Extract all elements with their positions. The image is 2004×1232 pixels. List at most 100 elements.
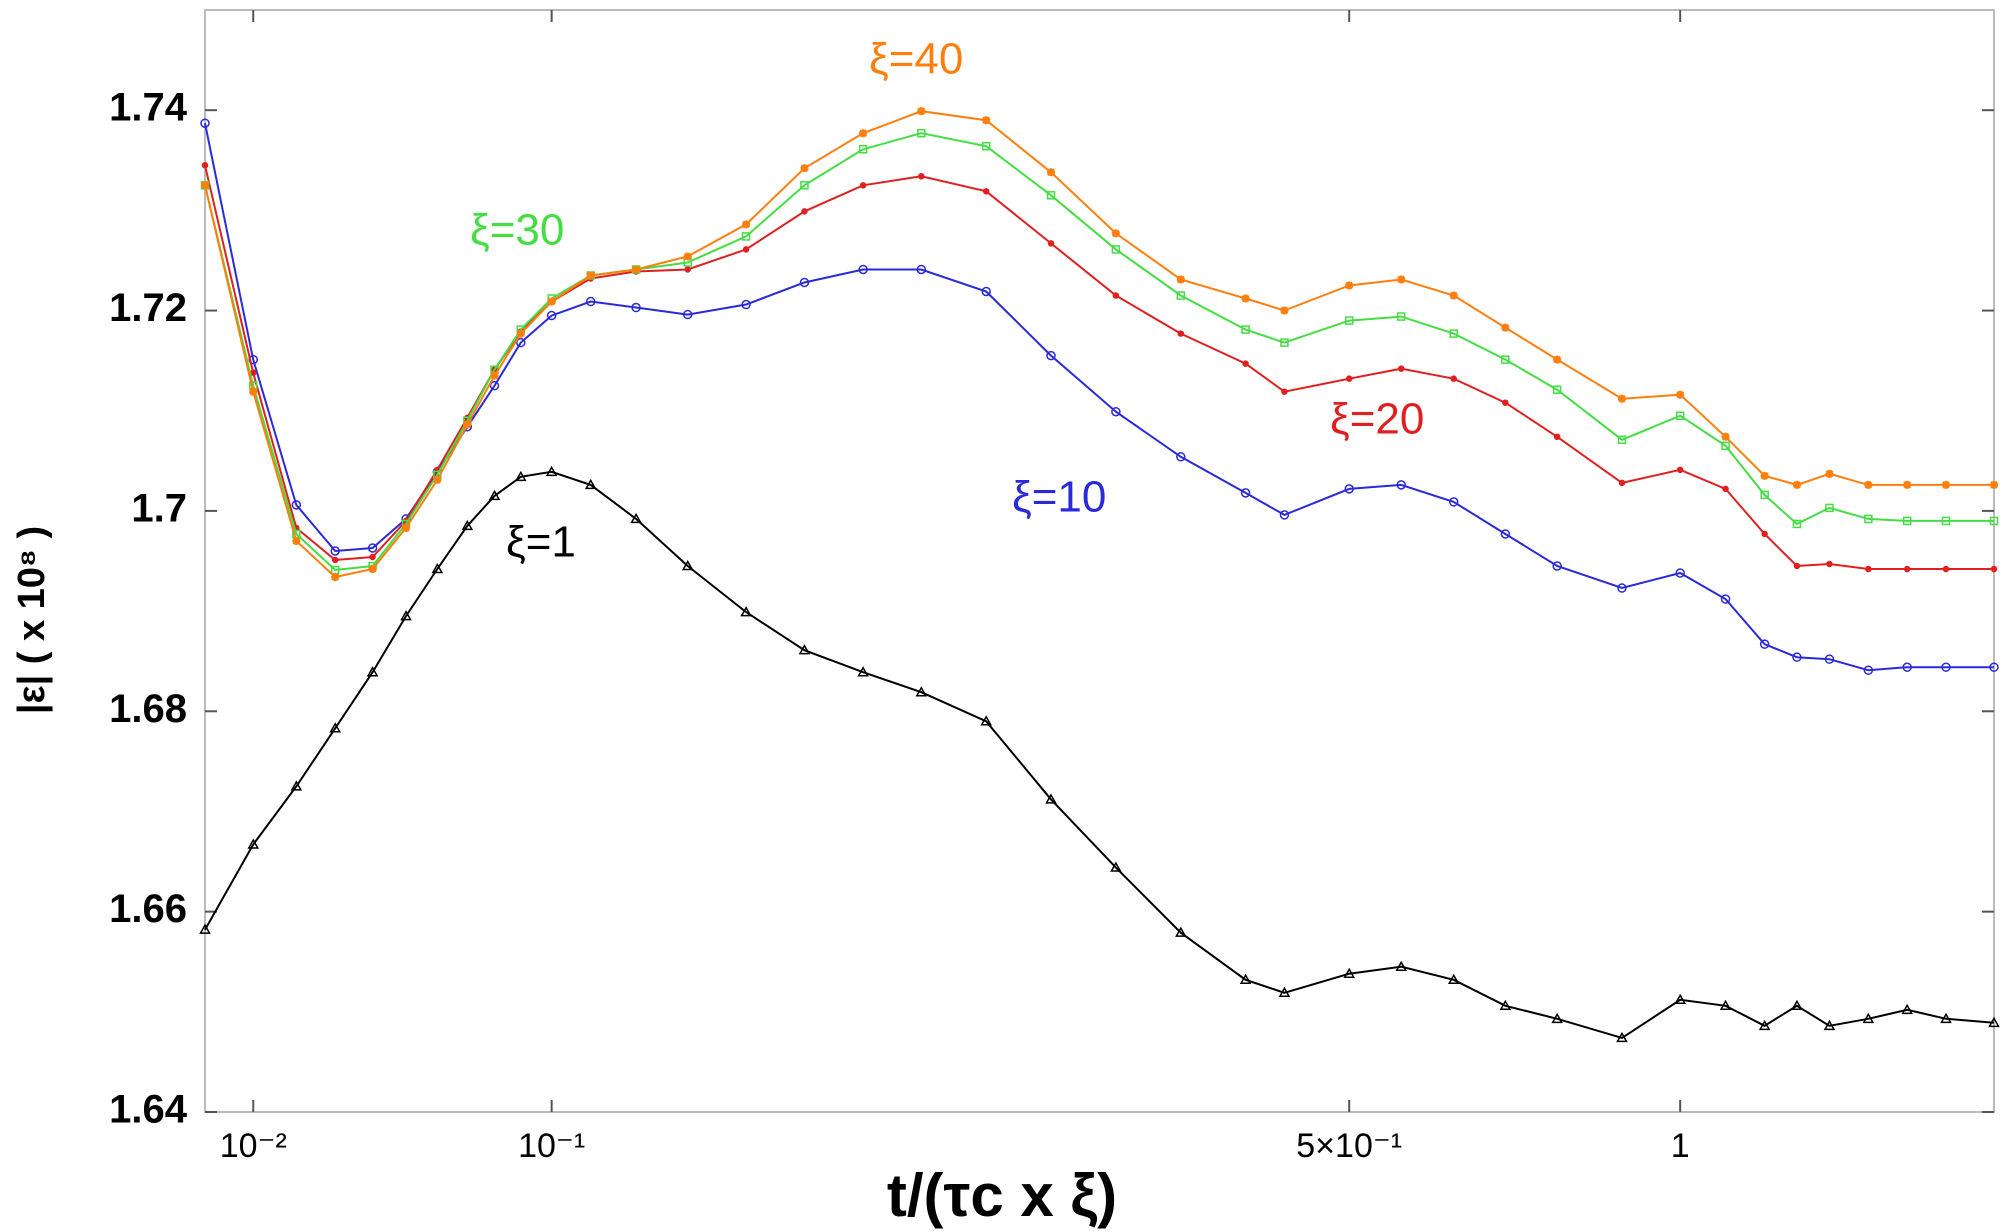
marker <box>859 129 868 138</box>
marker <box>1825 503 1834 513</box>
marker <box>488 489 501 501</box>
marker <box>329 722 341 733</box>
marker <box>1676 390 1685 399</box>
marker <box>630 512 642 524</box>
marker <box>489 380 500 391</box>
marker <box>741 232 751 241</box>
marker <box>1500 529 1511 539</box>
marker <box>1281 388 1288 395</box>
marker <box>858 145 868 154</box>
marker <box>1047 168 1055 177</box>
marker <box>1242 360 1249 367</box>
marker <box>918 173 925 180</box>
marker <box>915 686 928 697</box>
marker <box>1345 281 1354 290</box>
series-label: ξ=40 <box>869 35 963 84</box>
marker <box>292 536 301 545</box>
marker <box>1278 986 1291 998</box>
series-label: ξ=1 <box>506 518 576 567</box>
marker <box>1722 485 1729 493</box>
marker <box>369 553 376 561</box>
marker <box>1617 394 1626 403</box>
marker <box>1903 480 1912 489</box>
marker <box>681 559 694 571</box>
marker <box>1902 662 1912 672</box>
y-axis-label: |ε| ( x 10⁸ ) <box>11 526 53 714</box>
series-label: ξ=20 <box>1330 395 1424 444</box>
marker <box>1345 375 1353 382</box>
x-tick-label: 5×10⁻¹ <box>1296 1127 1402 1165</box>
marker <box>433 475 442 484</box>
marker <box>1110 861 1122 872</box>
marker <box>291 500 302 510</box>
marker <box>1279 510 1290 520</box>
marker <box>1758 1019 1771 1031</box>
marker <box>683 252 692 261</box>
y-tick-label: 1.64 <box>109 1088 188 1132</box>
marker <box>798 644 811 655</box>
marker <box>1989 516 1999 526</box>
marker <box>1397 275 1406 284</box>
marker <box>1719 999 1732 1011</box>
marker <box>402 523 411 532</box>
marker <box>1553 355 1562 364</box>
marker <box>199 923 211 934</box>
marker <box>545 465 558 477</box>
marker <box>1553 433 1561 441</box>
marker <box>201 181 209 190</box>
marker <box>1940 1012 1952 1024</box>
marker <box>1675 568 1685 578</box>
marker <box>1941 662 1951 672</box>
marker <box>1826 560 1833 568</box>
marker <box>980 715 992 726</box>
marker <box>1396 480 1406 490</box>
marker <box>632 265 641 274</box>
marker <box>1397 365 1405 372</box>
marker <box>585 296 596 307</box>
marker <box>1942 565 1950 573</box>
marker <box>1721 432 1730 441</box>
marker <box>1761 530 1768 538</box>
marker <box>1239 973 1252 985</box>
marker <box>586 271 595 280</box>
marker <box>461 519 474 531</box>
marker <box>1501 323 1510 332</box>
marker <box>916 264 927 275</box>
marker <box>249 387 258 396</box>
x-axis-label: t/(τc x ξ) <box>887 1162 1117 1229</box>
marker <box>1674 993 1686 1005</box>
marker <box>1618 479 1626 487</box>
marker <box>1450 375 1457 382</box>
series-label: ξ=10 <box>1012 473 1106 522</box>
marker <box>1988 1016 2000 1028</box>
marker <box>463 420 472 429</box>
marker <box>1176 291 1186 300</box>
marker <box>1792 652 1802 662</box>
marker <box>490 371 499 380</box>
marker <box>1902 516 1912 526</box>
marker <box>1499 999 1512 1011</box>
marker <box>1176 275 1185 284</box>
marker <box>1760 490 1769 500</box>
marker <box>1760 471 1769 480</box>
marker <box>1396 312 1406 321</box>
marker <box>1449 291 1458 300</box>
marker <box>801 208 808 215</box>
marker <box>742 246 750 253</box>
marker <box>1111 229 1120 238</box>
marker <box>1046 350 1056 361</box>
marker <box>1901 1003 1913 1015</box>
marker <box>1824 654 1835 664</box>
marker <box>330 546 340 556</box>
series-label: ξ=30 <box>470 206 564 255</box>
y-tick-label: 1.72 <box>109 286 187 330</box>
marker <box>1675 411 1685 420</box>
marker <box>1112 292 1120 299</box>
marker <box>400 610 412 621</box>
marker <box>1241 294 1250 303</box>
marker <box>1045 793 1057 804</box>
marker <box>516 337 526 348</box>
marker <box>331 573 340 582</box>
marker <box>1862 1012 1875 1024</box>
